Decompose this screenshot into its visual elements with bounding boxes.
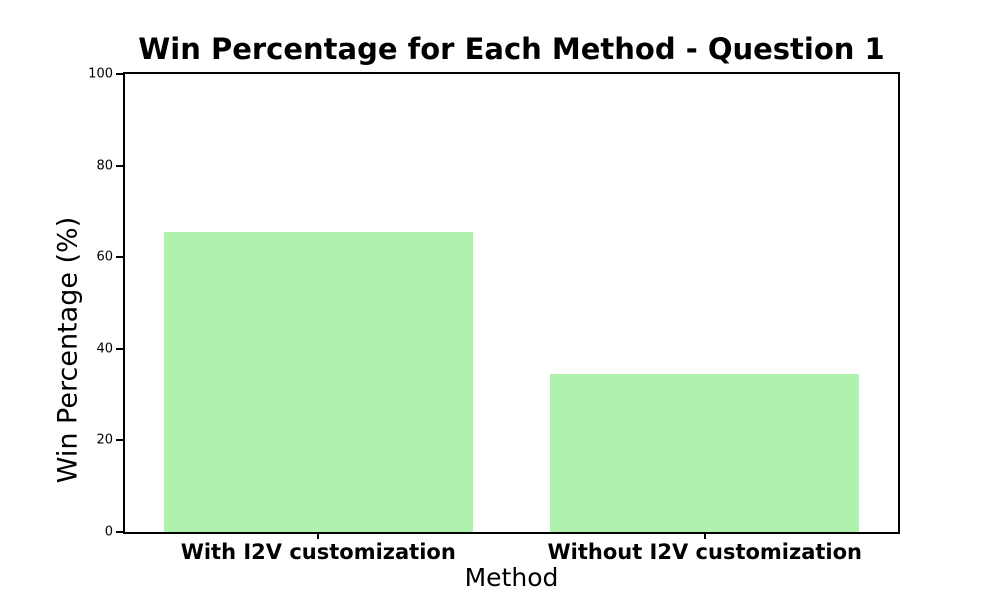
y-tick-label: 100 [88,66,113,82]
chart-title: Win Percentage for Each Method - Questio… [138,32,885,66]
y-tick-label: 40 [96,341,113,357]
y-tick-mark [116,256,123,259]
x-tick-mark [703,532,706,539]
x-tick-mark [317,532,320,539]
y-tick-mark [116,164,123,167]
y-axis-label: Win Percentage (%) [52,216,84,484]
y-tick-label: 0 [104,524,113,540]
x-tick-label: Without I2V customization [547,540,863,564]
y-tick-mark [116,531,123,533]
bar-1 [163,232,473,532]
y-tick-label: 20 [96,432,113,448]
y-tick-mark [116,73,123,75]
bar-2 [550,373,860,532]
y-tick-label: 80 [96,158,113,174]
y-tick-label: 60 [96,249,113,265]
y-tick-mark [116,439,123,442]
x-tick-label: With I2V customization [180,540,456,564]
plot-area: 0 20 40 60 80 100 With I2V customization Withou… [88,68,900,564]
x-axis-label: Method [464,563,559,592]
y-tick-mark [116,347,123,350]
